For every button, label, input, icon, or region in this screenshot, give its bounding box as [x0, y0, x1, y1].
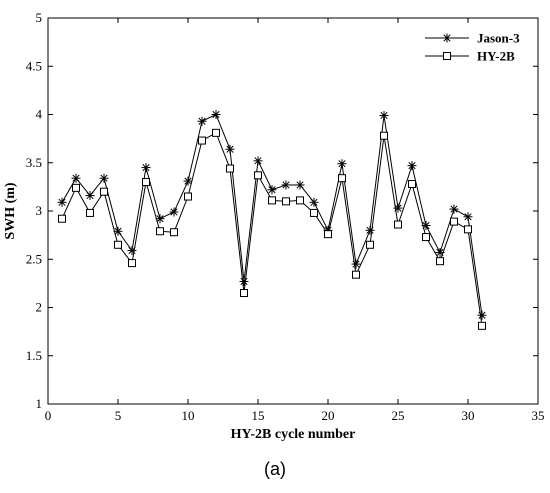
ticks-layer: 0 5 10 15 20 25 30 35 1 1.5 2 2.5 3 3.5 4 4.5 5	[26, 10, 545, 423]
data-point-hy-2b	[422, 233, 430, 242]
data-point-hy-2b	[198, 136, 206, 145]
data-point-hy-2b	[282, 197, 290, 206]
data-point-jason-3	[57, 197, 67, 207]
data-point-jason-3	[197, 116, 207, 126]
data-point-hy-2b	[310, 208, 318, 217]
x-axis-title: HY-2B cycle number	[231, 427, 356, 442]
data-point-jason-3	[393, 203, 403, 213]
data-point-jason-3	[421, 220, 431, 230]
data-point-jason-3	[449, 204, 459, 214]
data-point-jason-3	[113, 226, 123, 236]
data-point-hy-2b	[240, 289, 248, 298]
data-point-hy-2b	[86, 208, 94, 217]
x-tick-label: 35	[532, 408, 545, 423]
data-point-jason-3	[155, 214, 165, 224]
data-point-hy-2b	[170, 228, 178, 237]
data-point-hy-2b	[352, 270, 360, 279]
data-point-jason-3	[239, 276, 249, 286]
data-point-hy-2b	[212, 128, 220, 137]
data-point-hy-2b	[366, 240, 374, 249]
data-point-jason-3	[365, 225, 375, 235]
data-point-jason-3	[253, 156, 263, 166]
y-tick-label: 3.5	[26, 155, 42, 170]
y-tick-label: 1	[36, 396, 43, 411]
data-point-hy-2b	[408, 179, 416, 188]
data-point-hy-2b	[464, 225, 472, 234]
legend-label-hy-2b: HY-2B	[477, 49, 515, 64]
data-point-hy-2b	[72, 183, 80, 192]
x-tick-label: 20	[322, 408, 335, 423]
data-point-hy-2b	[114, 240, 122, 249]
data-point-jason-3	[225, 144, 235, 154]
data-point-jason-3	[183, 176, 193, 186]
data-point-hy-2b	[268, 196, 276, 205]
data-point-hy-2b	[450, 217, 458, 226]
legend-marker-hy-2b	[443, 52, 451, 60]
data-point-jason-3	[337, 159, 347, 169]
data-point-jason-3	[85, 191, 95, 201]
data-point-hy-2b	[128, 259, 136, 268]
data-point-hy-2b	[156, 227, 164, 236]
y-tick-label: 3	[36, 203, 43, 218]
data-point-hy-2b	[226, 164, 234, 173]
x-tick-label: 0	[45, 408, 52, 423]
y-tick-label: 4.5	[26, 58, 42, 73]
data-point-hy-2b	[394, 220, 402, 229]
data-point-jason-3	[281, 180, 291, 190]
data-point-jason-3	[141, 163, 151, 173]
y-axis-title: SWH (m)	[3, 182, 18, 240]
data-point-jason-3	[309, 197, 319, 207]
data-point-hy-2b	[338, 174, 346, 183]
x-tick-label: 5	[115, 408, 122, 423]
data-point-hy-2b	[380, 131, 388, 140]
x-tick-label: 25	[392, 408, 405, 423]
data-point-hy-2b	[324, 230, 332, 239]
y-tick-label: 4	[36, 107, 43, 122]
data-point-jason-3	[435, 247, 445, 257]
x-tick-label: 30	[462, 408, 475, 423]
legend-label-jason-3: Jason-3	[477, 31, 520, 46]
x-tick-label: 10	[182, 408, 195, 423]
y-tick-label: 2	[36, 300, 43, 315]
data-point-jason-3	[351, 259, 361, 269]
x-tick-label: 15	[252, 408, 265, 423]
data-point-hy-2b	[184, 192, 192, 201]
data-point-jason-3	[379, 110, 389, 120]
data-point-jason-3	[169, 207, 179, 217]
data-point-hy-2b	[478, 321, 486, 330]
data-point-jason-3	[477, 310, 487, 320]
data-point-hy-2b	[296, 196, 304, 205]
data-point-jason-3	[463, 212, 473, 222]
figure-caption: (a)	[264, 459, 286, 479]
legend-marker-jason-3	[442, 33, 452, 43]
data-point-jason-3	[267, 185, 277, 195]
data-point-hy-2b	[58, 214, 66, 223]
data-point-jason-3	[407, 161, 417, 171]
y-tick-label: 5	[36, 10, 43, 25]
legend: Jason-3 HY-2B	[425, 31, 520, 64]
data-point-hy-2b	[436, 257, 444, 266]
y-tick-label: 2.5	[26, 251, 42, 266]
series-layer	[57, 110, 487, 330]
plot-area	[47, 17, 539, 405]
data-point-jason-3	[71, 173, 81, 183]
data-point-jason-3	[99, 173, 109, 183]
data-point-jason-3	[127, 246, 137, 256]
data-point-hy-2b	[254, 171, 262, 180]
data-point-jason-3	[211, 110, 221, 119]
data-point-jason-3	[295, 180, 305, 190]
data-point-hy-2b	[100, 187, 108, 196]
y-tick-label: 1.5	[26, 348, 42, 363]
data-point-hy-2b	[142, 178, 150, 187]
